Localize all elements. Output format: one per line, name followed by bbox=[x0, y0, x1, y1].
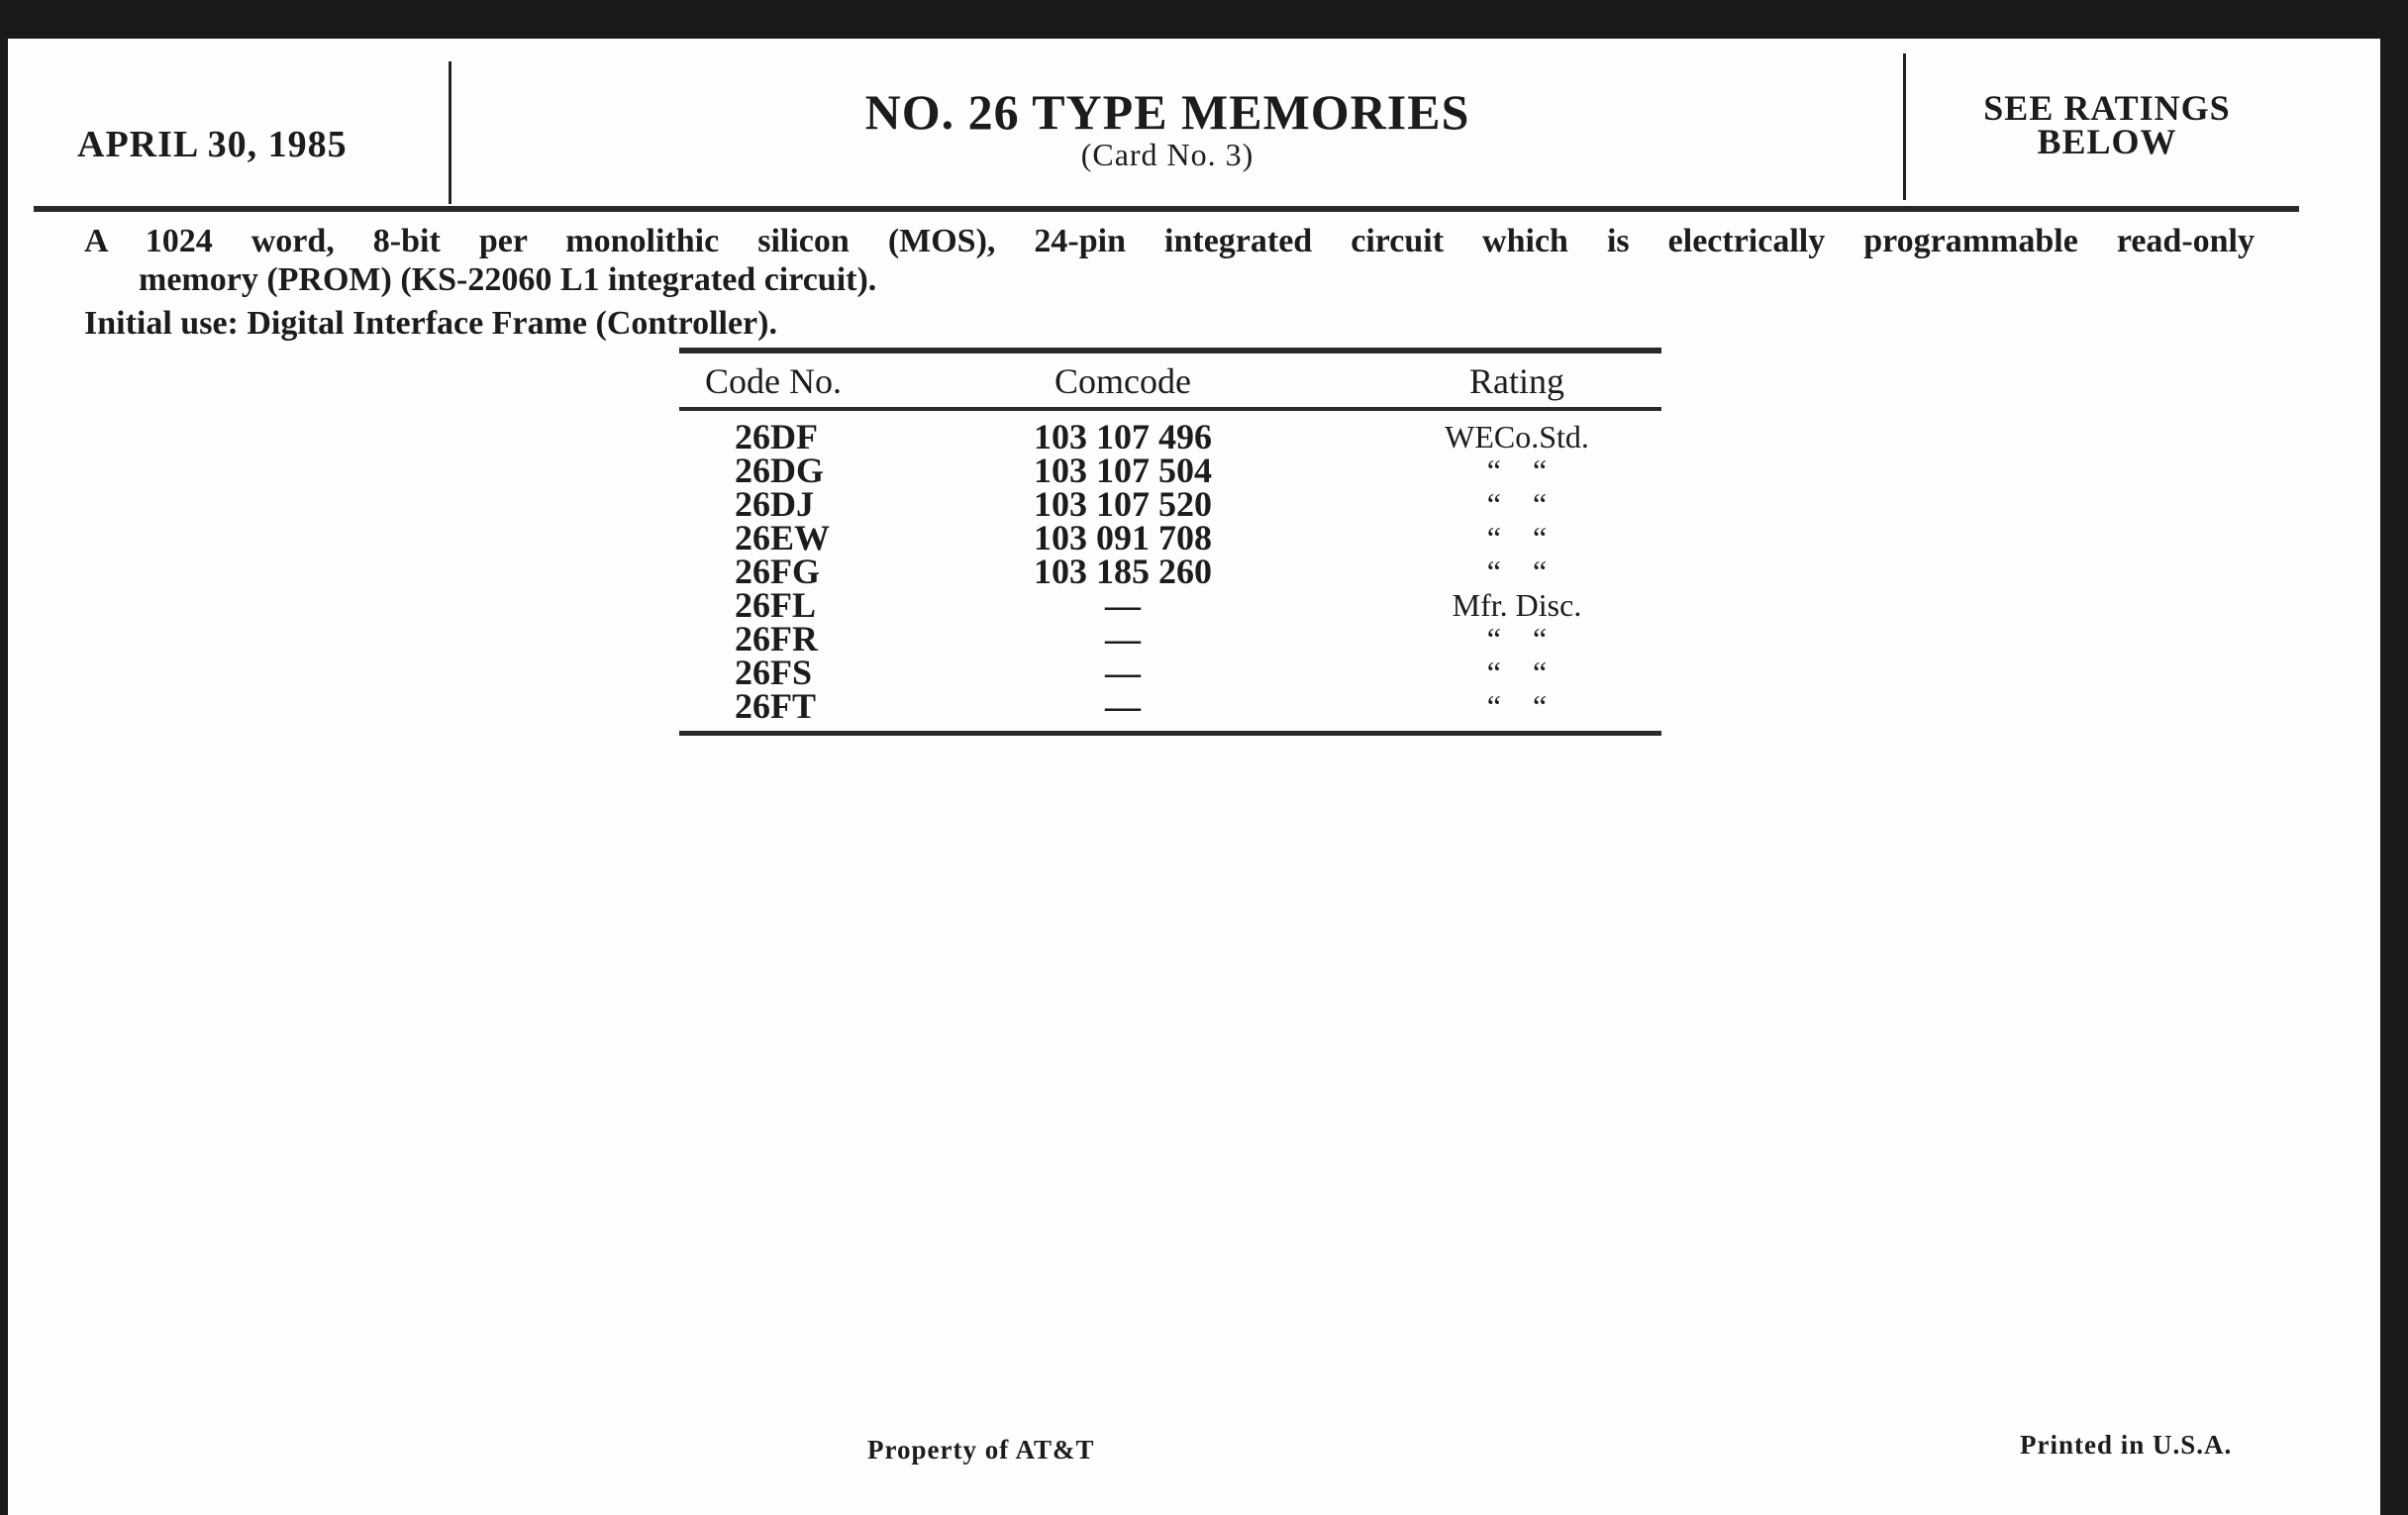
code-no-cell: 26DG bbox=[735, 451, 824, 490]
rating-cell: “ “ bbox=[1486, 554, 1548, 589]
rating-status-line1: SEE RATINGS bbox=[1983, 88, 2231, 128]
header-rating: Rating bbox=[1469, 361, 1564, 401]
comcode-cell: — bbox=[1105, 619, 1141, 658]
header-divider-left bbox=[449, 61, 452, 204]
header-divider-right bbox=[1903, 53, 1906, 200]
comcode-cell: — bbox=[1105, 653, 1141, 692]
code-no-cell: 26DF bbox=[735, 417, 818, 456]
comcode-cell: 103 185 260 bbox=[1034, 552, 1212, 591]
comcode-cell: — bbox=[1105, 585, 1141, 625]
rating-cell: Mfr. Disc. bbox=[1452, 587, 1582, 623]
code-no-cell: 26FL bbox=[735, 585, 817, 625]
code-no-cell: 26EW bbox=[735, 518, 831, 557]
header-code-no: Code No. bbox=[705, 361, 842, 401]
comcode-cell: 103 107 504 bbox=[1034, 451, 1212, 490]
code-no-cell: 26FG bbox=[735, 552, 820, 591]
index-card bbox=[8, 39, 2380, 1515]
code-no-cell: 26FT bbox=[735, 686, 817, 726]
rating-status: SEE RATINGS BELOW bbox=[1921, 88, 2293, 161]
table-top-rule bbox=[679, 348, 1661, 354]
rating-status-line2: BELOW bbox=[2037, 122, 2177, 161]
card-title: NO. 26 TYPE MEMORIES bbox=[864, 84, 1470, 140]
header-comcode: Comcode bbox=[1054, 361, 1191, 401]
comcode-cell: 103 091 708 bbox=[1034, 518, 1212, 557]
description-line1: A 1024 word, 8-bit per monolithic silico… bbox=[84, 223, 2255, 259]
property-notice: Property of AT&T bbox=[867, 1435, 1095, 1464]
code-no-cell: 26FR bbox=[735, 619, 818, 658]
initial-use: Initial use: Digital Interface Frame (Co… bbox=[84, 305, 777, 342]
comcode-cell: — bbox=[1105, 686, 1141, 726]
table-bottom-rule bbox=[679, 731, 1661, 736]
printed-notice: Printed in U.S.A. bbox=[2020, 1430, 2233, 1460]
header-rule bbox=[34, 206, 2299, 212]
rating-cell: “ “ bbox=[1486, 520, 1548, 556]
rating-cell: WECo.Std. bbox=[1445, 419, 1589, 454]
code-no-cell: 26FS bbox=[735, 653, 813, 692]
card-subtitle: (Card No. 3) bbox=[1080, 137, 1254, 172]
description-line2: memory (PROM) (KS-22060 L1 integrated ci… bbox=[139, 261, 877, 298]
rating-cell: “ “ bbox=[1486, 621, 1548, 656]
card-date: APRIL 30, 1985 bbox=[77, 124, 348, 165]
code-no-cell: 26DJ bbox=[735, 484, 814, 524]
comcode-cell: 103 107 496 bbox=[1034, 417, 1212, 456]
rating-cell: “ “ bbox=[1486, 688, 1548, 724]
rating-cell: “ “ bbox=[1486, 453, 1548, 488]
rating-cell: “ “ bbox=[1486, 655, 1548, 690]
rating-cell: “ “ bbox=[1486, 486, 1548, 522]
table-header-rule bbox=[679, 407, 1661, 411]
comcode-cell: 103 107 520 bbox=[1034, 484, 1212, 524]
